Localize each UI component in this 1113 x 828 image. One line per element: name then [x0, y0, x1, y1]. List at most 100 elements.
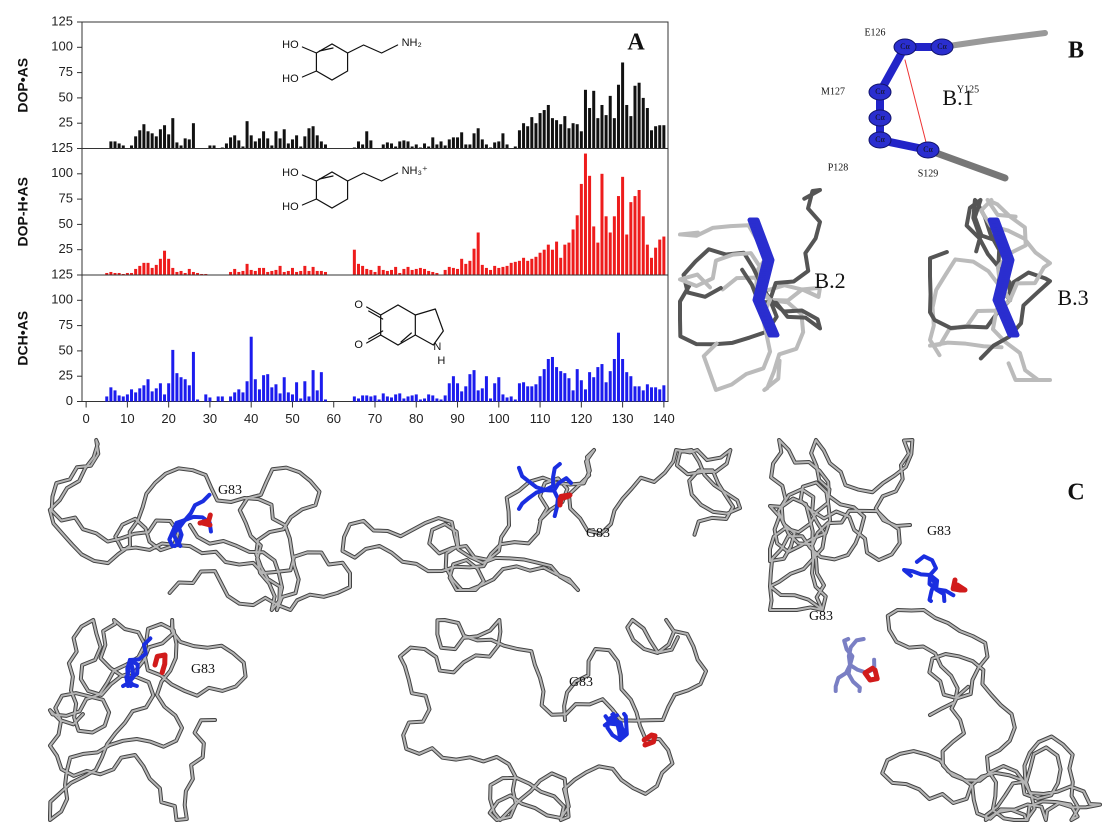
bar [381, 144, 385, 149]
label: G83 [927, 524, 951, 539]
bar [381, 269, 385, 275]
ring [315, 43, 349, 81]
bar [134, 392, 138, 402]
side-chain [197, 512, 213, 528]
bond [876, 43, 949, 154]
bar [435, 398, 439, 402]
side-chain [605, 713, 622, 742]
bar [472, 133, 476, 149]
bar [134, 136, 138, 149]
backbone [341, 449, 741, 591]
label: Cα [937, 42, 947, 51]
bar [171, 118, 175, 149]
bar [600, 364, 604, 402]
bar [534, 256, 538, 275]
bar [612, 118, 616, 149]
bar [538, 252, 542, 275]
y-tick-label: 100 [51, 292, 73, 307]
y-axis-label: DOP•AS [15, 58, 31, 113]
bar [286, 143, 290, 149]
bar [146, 131, 150, 149]
bond [318, 47, 334, 52]
bar [464, 386, 468, 402]
bar [361, 144, 365, 149]
x-tick-label: 130 [612, 411, 634, 426]
y-tick-label: 125 [51, 13, 73, 28]
bar [612, 216, 616, 275]
bar [266, 374, 270, 402]
bar [249, 135, 253, 149]
bar [220, 396, 224, 402]
x-tick-label: 0 [83, 411, 90, 426]
bar [629, 202, 633, 275]
bar [410, 146, 414, 149]
bar [138, 130, 142, 149]
side-chain [618, 712, 629, 742]
panel-label: B [1068, 38, 1084, 64]
bar [604, 115, 608, 149]
bar [579, 131, 583, 149]
bar [398, 393, 402, 402]
bar [526, 386, 530, 402]
bar [187, 268, 191, 275]
bar [517, 383, 521, 402]
bar [402, 140, 406, 149]
bar [637, 82, 641, 149]
bar [526, 260, 530, 275]
bar [662, 125, 666, 149]
bar [390, 143, 394, 149]
bar [637, 189, 641, 275]
bar [645, 108, 649, 149]
label: G83 [586, 526, 610, 541]
bond [928, 257, 1012, 358]
bond [346, 44, 399, 54]
y-tick-label: 125 [51, 140, 73, 155]
bond [366, 334, 382, 344]
bar [480, 264, 484, 275]
label: G83 [809, 609, 833, 624]
bar [431, 137, 435, 149]
bar [365, 268, 369, 275]
bar [431, 395, 435, 402]
bar [241, 392, 245, 402]
bar [171, 349, 175, 402]
atom [868, 109, 892, 127]
bar [637, 386, 641, 402]
protein-trace [47, 438, 352, 612]
label: HO [282, 167, 299, 179]
ring [315, 171, 349, 209]
bar [546, 358, 550, 402]
atom [868, 131, 892, 149]
bar [460, 132, 464, 149]
y-axis-label: DCH•AS [15, 311, 31, 366]
bar [125, 394, 129, 402]
bar [641, 216, 645, 275]
bar [154, 264, 158, 275]
bond [301, 198, 318, 206]
bar [493, 383, 497, 402]
bar [390, 397, 394, 402]
protein-trace [48, 618, 248, 822]
bar [394, 394, 398, 402]
bar [530, 386, 534, 402]
backbone [881, 609, 1101, 821]
bar [295, 135, 299, 149]
bar [435, 144, 439, 149]
bar [563, 373, 567, 402]
label: Cα [875, 113, 885, 122]
bar [369, 269, 373, 275]
bar [303, 381, 307, 402]
bar [579, 380, 583, 402]
bar [109, 271, 113, 275]
bar [447, 383, 451, 402]
bar [414, 268, 418, 275]
bar [290, 394, 294, 402]
bar [125, 272, 129, 275]
bar [394, 266, 398, 275]
label: S129 [918, 168, 939, 179]
y-tick-label: 25 [59, 368, 73, 383]
bar [456, 383, 460, 402]
bar [224, 143, 228, 149]
bar [447, 139, 451, 149]
bond [346, 172, 399, 182]
